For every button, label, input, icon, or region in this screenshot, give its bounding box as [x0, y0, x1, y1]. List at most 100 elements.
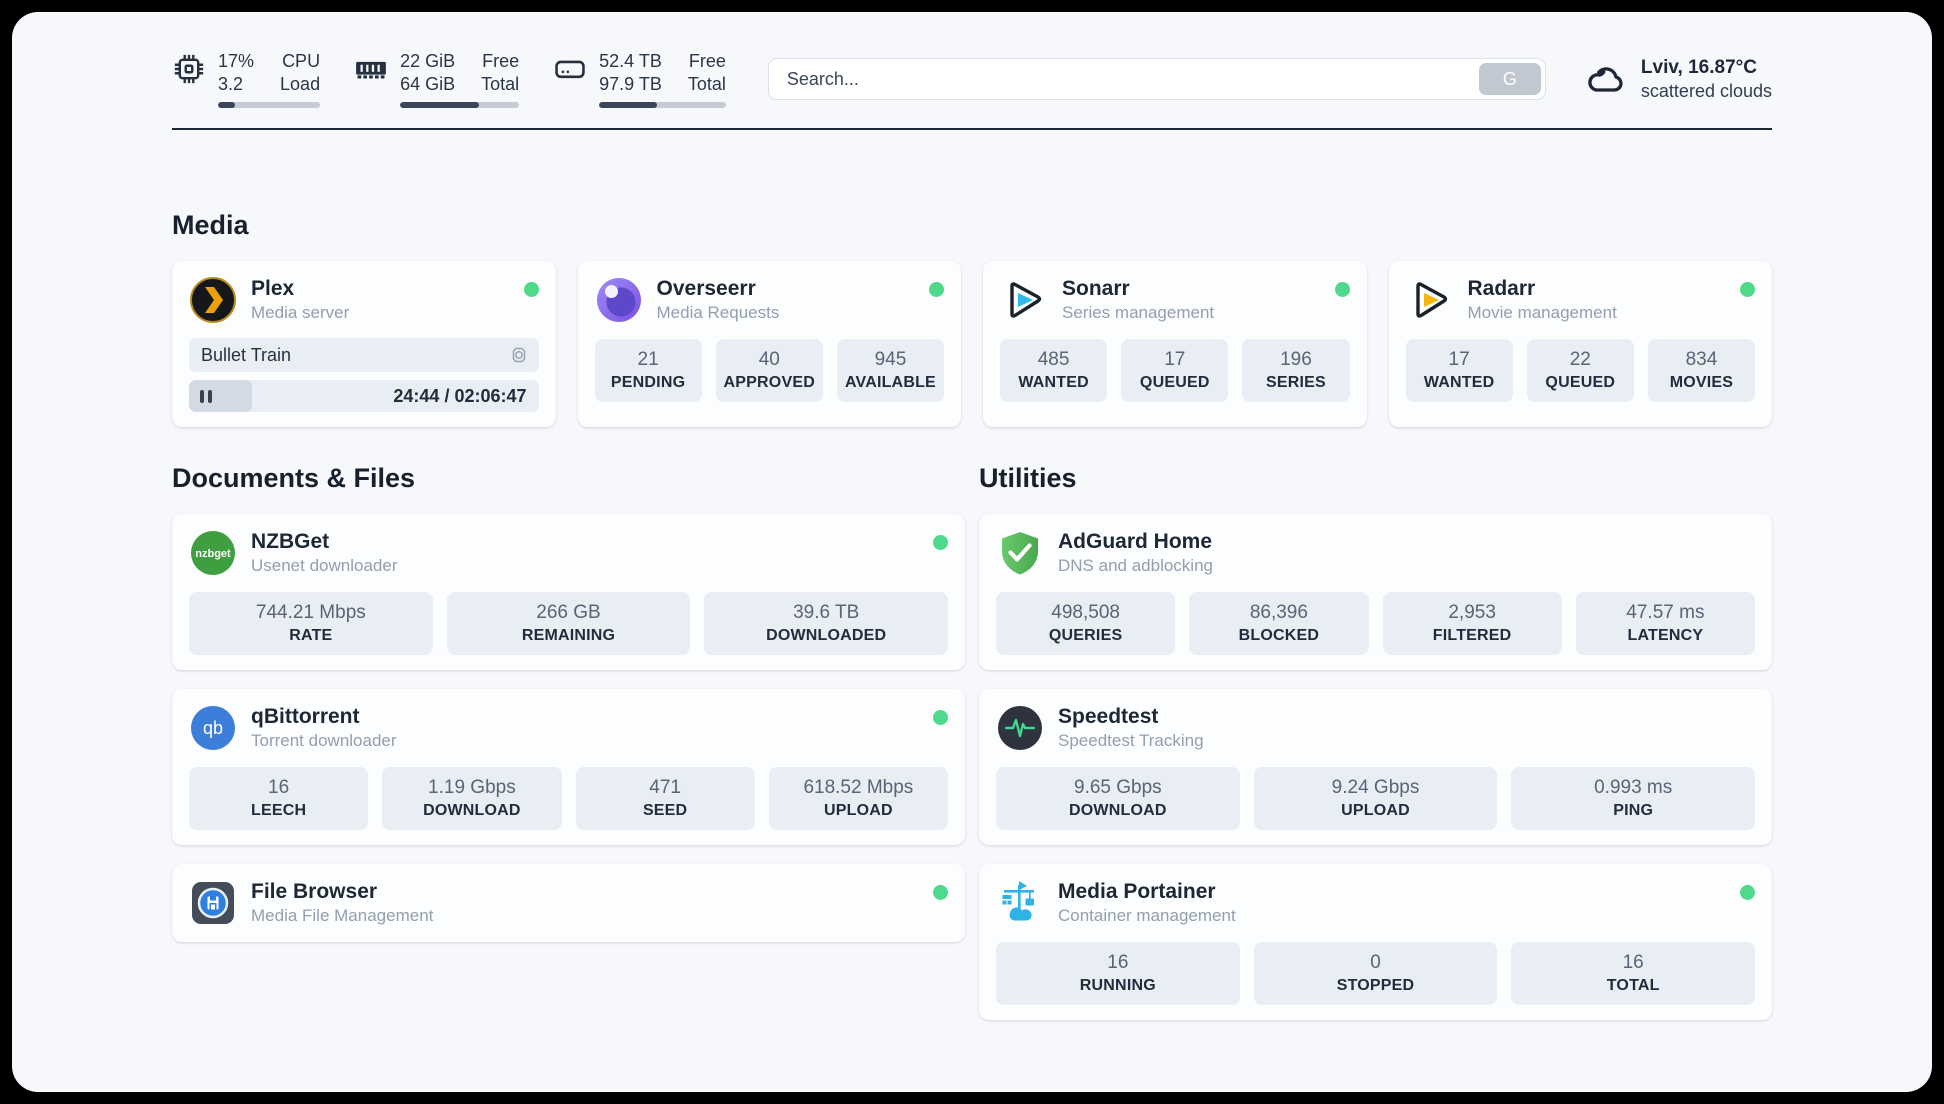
app-desc: Movie management [1467, 303, 1617, 322]
stat-label: WANTED [1423, 374, 1495, 391]
search-bar: G [767, 58, 1546, 100]
dashboard: 17% 3.2 CPU Load [12, 12, 1932, 1092]
plex-card[interactable]: Plex Media server Bullet Train 24:44 / 0… [172, 261, 556, 427]
cpu-usage-label: CPU [282, 51, 321, 71]
stat-value: 485 [1037, 349, 1070, 370]
filebrowser-card[interactable]: File Browser Media File Management [172, 864, 965, 942]
stat-label: QUERIES [1048, 627, 1123, 644]
app-name: qBittorrent [251, 705, 360, 728]
overseerr-card[interactable]: Overseerr Media Requests 21 PENDING 40 A… [577, 261, 961, 427]
documents-column: Documents & Files nzbget NZBGet Usenet d… [172, 463, 965, 961]
nzbget-card[interactable]: nzbget NZBGet Usenet downloader 744.21 M… [172, 514, 965, 670]
cpu-icon [174, 54, 204, 84]
app-desc: Series management [1062, 303, 1215, 322]
app-desc: Media Requests [656, 303, 780, 322]
stat-tile: 17 QUEUED [1121, 339, 1229, 402]
stat-label: MOVIES [1669, 374, 1734, 391]
status-dot [1740, 885, 1755, 900]
stat-value: 1.19 Gbps [428, 777, 516, 798]
pause-icon[interactable] [200, 389, 212, 403]
plex-player-bar[interactable]: 24:44 / 02:06:47 [189, 380, 539, 412]
ram-free-label: Free [482, 51, 520, 71]
player-time: 24:44 / 02:06:47 [393, 385, 527, 406]
now-playing-title: Bullet Train [201, 344, 292, 365]
disk-total-label: Total [687, 74, 726, 94]
cpu-load-label: Load [280, 74, 321, 94]
stat-label: QUEUED [1545, 374, 1616, 391]
stat-value: 2,953 [1448, 602, 1496, 623]
stat-label: APPROVED [723, 374, 815, 391]
stat-tile: 471 SEED [575, 767, 755, 830]
stat-value: 9.65 Gbps [1074, 777, 1162, 798]
stat-value: 17 [1164, 349, 1186, 370]
app-name: NZBGet [251, 530, 330, 553]
radarr-card[interactable]: Radarr Movie management 17 WANTED 22 QUE… [1388, 261, 1772, 427]
app-name: File Browser [251, 880, 378, 903]
stat-tile: 86,396 BLOCKED [1189, 592, 1369, 655]
stat-value: 39.6 TB [793, 602, 860, 623]
app-name: AdGuard Home [1058, 530, 1213, 553]
weather-summary: Lviv, 16.87°C [1640, 56, 1757, 78]
stat-tile: 618.52 Mbps UPLOAD [768, 767, 948, 830]
stat-tile: 22 QUEUED [1526, 339, 1634, 402]
app-desc: Usenet downloader [251, 556, 398, 575]
stat-tile: 498,508 QUERIES [996, 592, 1176, 655]
status-dot [1740, 282, 1755, 297]
stat-tile: 196 SERIES [1242, 339, 1350, 402]
cloud-icon [1588, 67, 1623, 92]
stat-value: 266 GB [536, 602, 601, 623]
app-desc: DNS and adblocking [1058, 556, 1213, 575]
qbittorrent-card[interactable]: qb qBittorrent Torrent downloader 16 LEE… [172, 689, 965, 845]
stat-label: SERIES [1265, 374, 1326, 391]
search-input[interactable] [767, 58, 1546, 100]
svg-text:nzbget: nzbget [195, 548, 231, 560]
app-desc: Container management [1058, 906, 1236, 925]
utilities-column: Utilities AdGuard Home DNS and [979, 463, 1772, 1039]
weather-widget: Lviv, 16.87°C scattered clouds [1584, 56, 1772, 103]
stat-tile: 21 PENDING [594, 339, 702, 402]
stat-value: 0 [1370, 952, 1381, 973]
stat-value: 945 [874, 349, 907, 370]
filebrowser-icon [189, 879, 237, 927]
stat-value: 16 [268, 777, 290, 798]
sonarr-card[interactable]: Sonarr Series management 485 WANTED 17 Q… [983, 261, 1367, 427]
status-dot [523, 282, 539, 297]
portainer-card[interactable]: Media Portainer Container management 16 … [979, 864, 1772, 1020]
disk-free-value: 52.4 TB [599, 51, 662, 71]
app-desc: Torrent downloader [251, 731, 397, 750]
topbar: 17% 3.2 CPU Load [172, 12, 1772, 108]
stat-label: TOTAL [1606, 977, 1660, 994]
disk-total-value: 97.9 TB [599, 74, 662, 94]
stat-label: UPLOAD [823, 802, 893, 819]
app-desc: Speedtest Tracking [1058, 731, 1204, 750]
speedtest-card[interactable]: Speedtest Speedtest Tracking 9.65 Gbps D… [979, 689, 1772, 845]
adguard-icon [996, 529, 1044, 577]
ram-metric: 22 GiB 64 GiB Free Total [354, 50, 520, 108]
nzbget-icon: nzbget [189, 529, 237, 577]
stat-value: 9.24 Gbps [1331, 777, 1420, 798]
search-engine-button[interactable]: G [1478, 63, 1541, 95]
weather-condition: scattered clouds [1640, 80, 1772, 101]
cpu-metric: 17% 3.2 CPU Load [172, 50, 321, 108]
overseerr-icon [595, 276, 643, 324]
app-name: Speedtest [1058, 705, 1159, 728]
status-dot [929, 282, 944, 297]
adguard-card[interactable]: AdGuard Home DNS and adblocking 498,508 … [979, 514, 1772, 670]
stat-tile: 0.993 ms PING [1511, 767, 1756, 830]
ram-icon [356, 61, 386, 79]
stat-tile: 1.19 Gbps DOWNLOAD [382, 767, 562, 830]
cpu-load-value: 3.2 [218, 74, 244, 94]
ram-total-value: 64 GiB [400, 74, 456, 94]
stat-tile: 834 MOVIES [1647, 339, 1756, 402]
stat-label: REMAINING [521, 627, 616, 644]
section-title-documents: Documents & Files [172, 463, 416, 493]
status-dot [1334, 282, 1350, 297]
stat-label: DOWNLOAD [423, 802, 521, 819]
stat-value: 21 [637, 349, 659, 370]
speedtest-icon [996, 704, 1044, 752]
radarr-icon [1406, 276, 1454, 324]
stat-label: UPLOAD [1341, 802, 1410, 819]
section-title-media: Media [172, 210, 249, 240]
stat-tile: 16 LEECH [189, 767, 369, 830]
stat-value: 744.21 Mbps [255, 602, 366, 623]
